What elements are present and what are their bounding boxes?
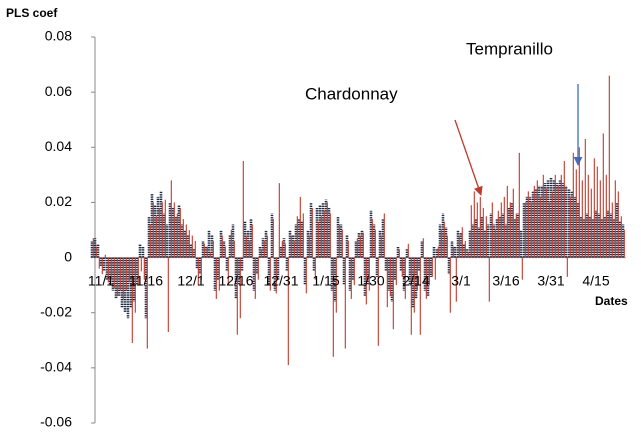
- x-tick-label: 3/16: [492, 273, 519, 289]
- y-tick-label: 0.06: [45, 83, 72, 99]
- x-tick-label: 12/1: [177, 273, 204, 289]
- plot-area: -0.06 -0.04 -0.02 0 0.02 0.04 0.06 0.08 11/1 11/1…: [40, 28, 626, 430]
- y-tick-label: 0.02: [45, 193, 72, 209]
- x-tick-label: 1/15: [312, 273, 339, 289]
- y-tick-label: 0.04: [45, 138, 72, 154]
- x-tick-label: 1/30: [357, 273, 384, 289]
- x-tick-label: 3/1: [451, 273, 471, 289]
- annotation: Tempranillo: [466, 39, 553, 58]
- x-tick-label: 4/15: [582, 273, 609, 289]
- y-tick-label: -0.02: [40, 303, 72, 319]
- y-axis-label: PLS coef: [6, 6, 58, 20]
- arrow: [454, 119, 483, 196]
- y-tick-label: -0.06: [40, 414, 72, 430]
- x-tick-label: 3/31: [537, 273, 564, 289]
- y-tick-label: -0.04: [40, 359, 72, 375]
- y-tick-label: 0.08: [45, 28, 72, 44]
- x-tick-label: 11/16: [129, 273, 163, 289]
- x-tick-label: 2/14: [402, 273, 429, 289]
- annotation: Chardonnay: [305, 84, 398, 103]
- x-tick-label: 12/31: [263, 273, 298, 289]
- x-tick-label: 12/16: [218, 273, 253, 289]
- y-tick-label: 0: [64, 248, 72, 264]
- x-axis-label: Dates: [595, 294, 628, 308]
- x-tick-label: 11/1: [88, 273, 114, 289]
